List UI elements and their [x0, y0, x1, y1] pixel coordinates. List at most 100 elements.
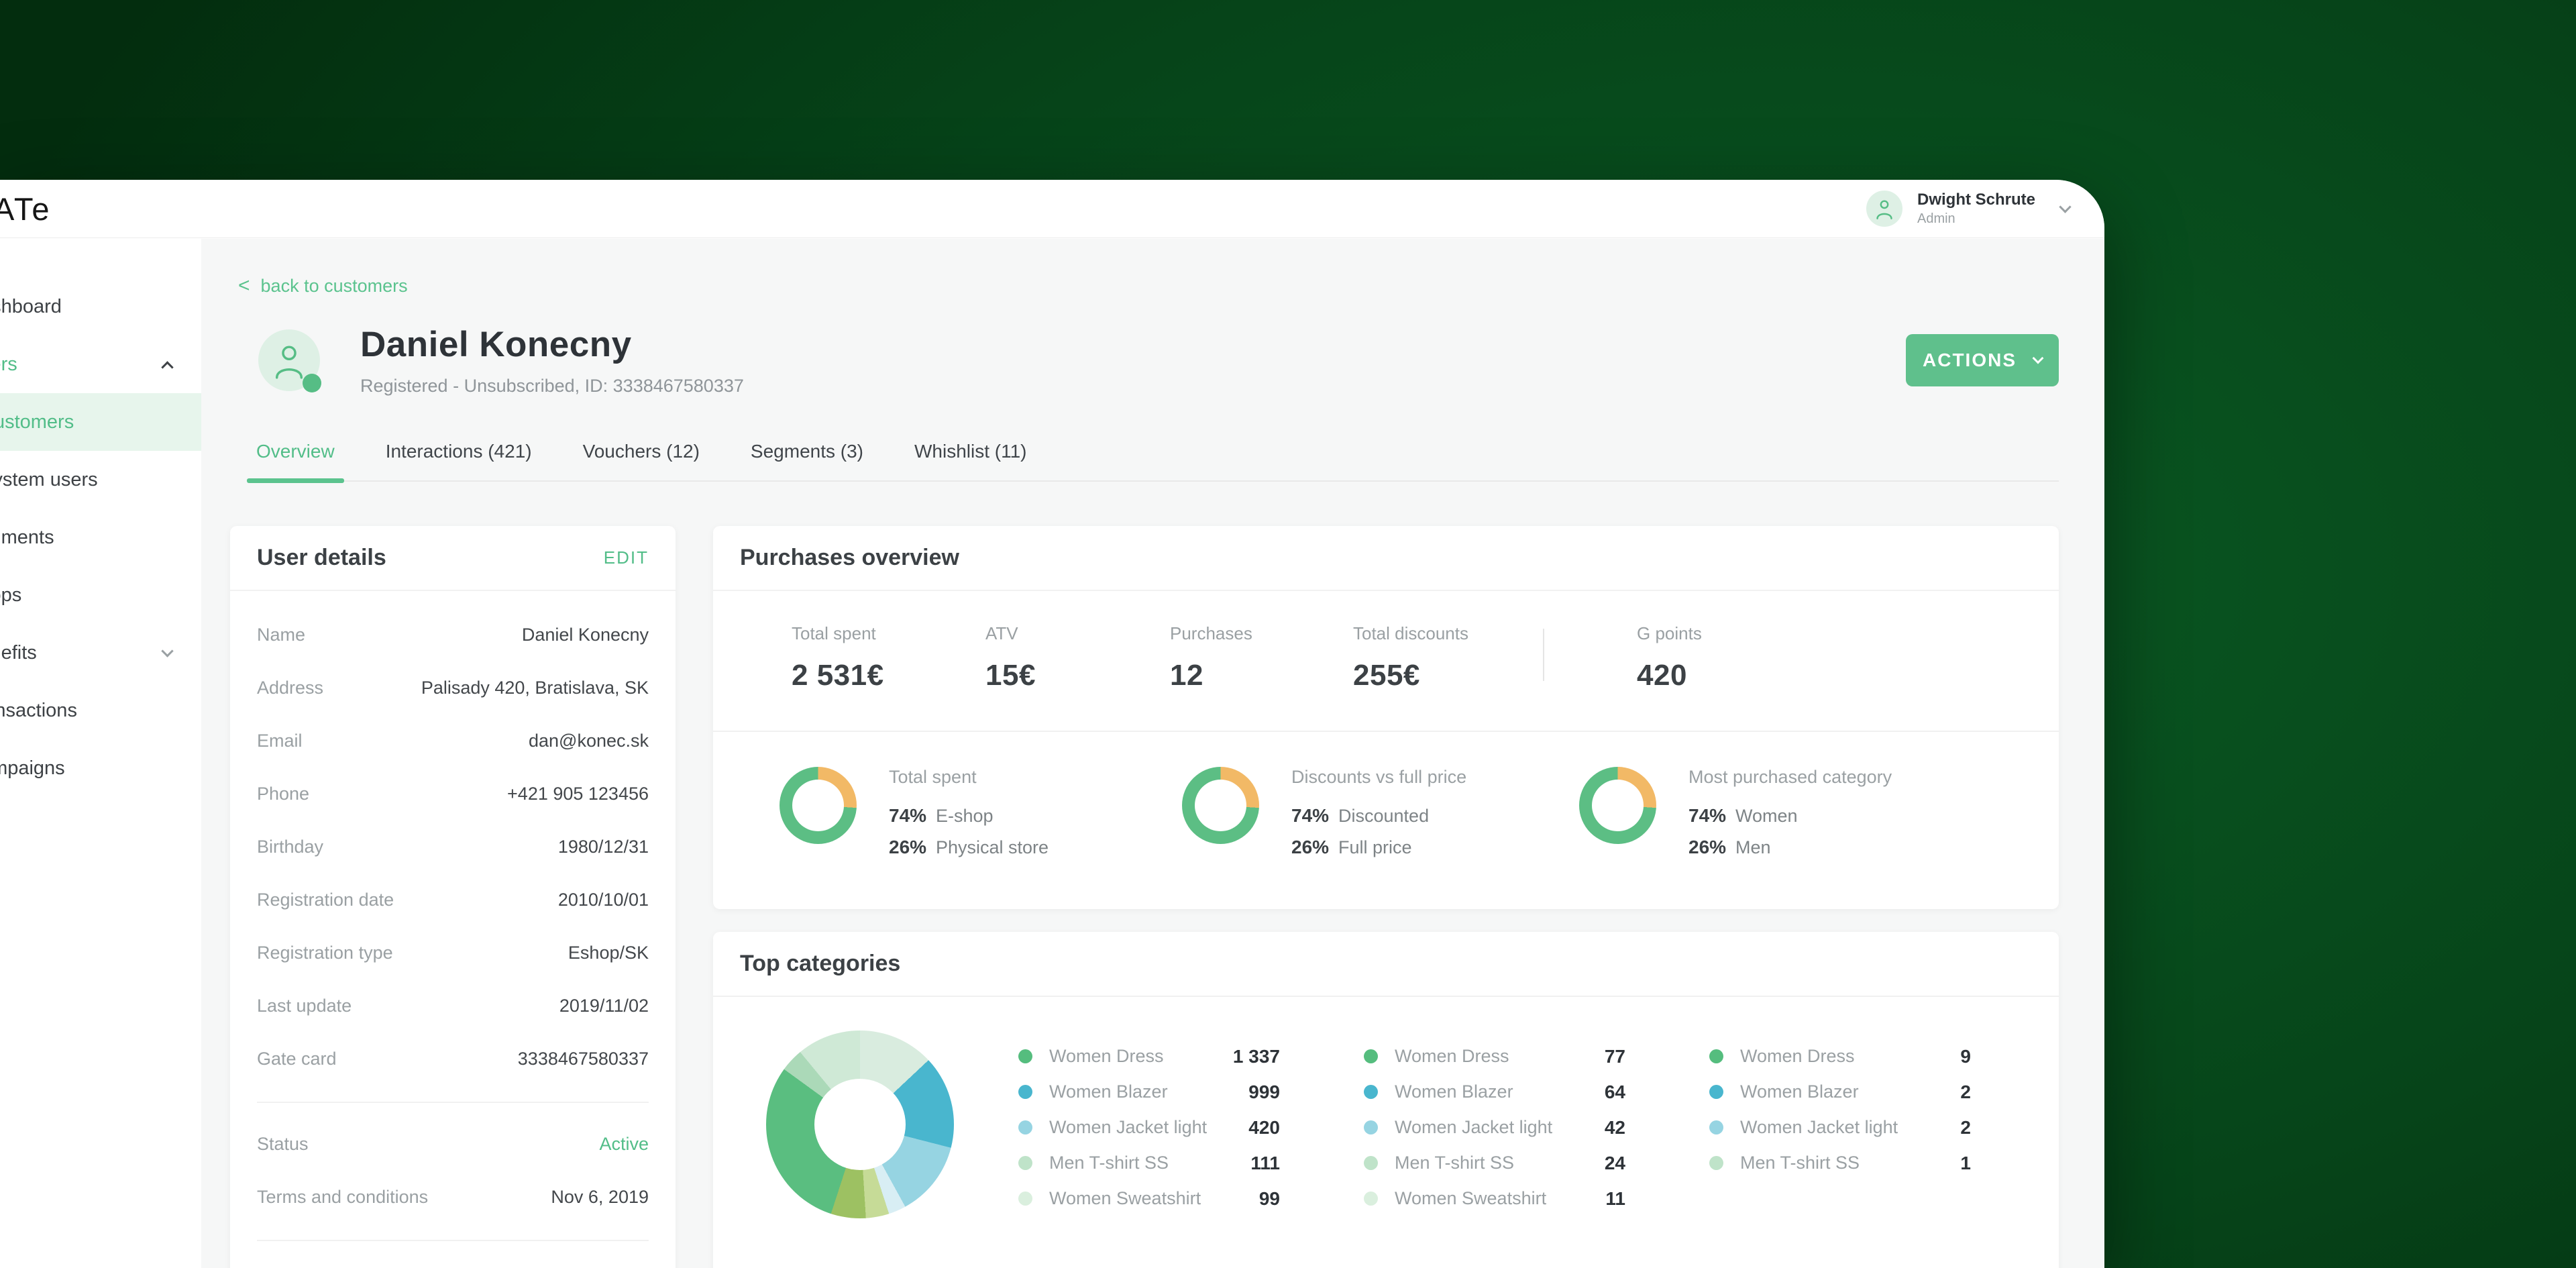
detail-row: Gate card 3338467580337 [257, 1049, 649, 1069]
tab-interactions[interactable]: Interactions (421) [385, 441, 532, 462]
chevron-up-icon [161, 360, 174, 374]
top-categories-legend-col-2: Women Dress 77 Women Blazer 64 Women Jacke… [1364, 1039, 1625, 1216]
legend-dot [1364, 1049, 1378, 1063]
legend-dot [1364, 1120, 1378, 1134]
tab-overview[interactable]: Overview [247, 441, 344, 483]
sidebar-item-benefits[interactable]: Benefits [0, 624, 201, 682]
tab-whishlist[interactable]: Whishlist (11) [914, 441, 1027, 462]
sidebar-item-segments[interactable]: Segments [0, 526, 54, 548]
purchase-stats: Total spent 2 531€ ATV 15€ Purchases 12 [713, 623, 2059, 731]
detail-row: Registration date 2010/10/01 [257, 890, 649, 910]
legend-row: Women Sweatshirt 11 [1364, 1181, 1625, 1216]
divider [1543, 629, 1544, 681]
detail-row: Birthday 1980/12/31 [257, 837, 649, 857]
sidebar-item-dashboard[interactable]: Dashboard [0, 295, 62, 317]
legend-category: Most purchased category 74% Women 26% Men [1688, 767, 1892, 857]
avatar [1866, 191, 1902, 227]
legend-dot [1018, 1192, 1032, 1206]
customer-header: Daniel Konecny Registered - Unsubscribed… [230, 324, 2059, 397]
sidebar-item-users[interactable]: Users [0, 335, 201, 393]
sidebar-item-shops[interactable]: Shops [0, 584, 22, 606]
sidebar-item-system-users[interactable]: System users [0, 468, 98, 490]
legend-dot [1364, 1156, 1378, 1170]
main-content: < back to customers Dan [201, 239, 2104, 1268]
stat-atv: ATV 15€ [985, 623, 1036, 692]
stat-total-discounts: Total discounts 255€ [1353, 623, 1468, 692]
card-title: User details [257, 545, 386, 570]
legend-discounts: Discounts vs full price 74% Discounted 26… [1291, 767, 1467, 857]
chevron-down-icon [2032, 352, 2044, 364]
person-icon [1874, 198, 1894, 219]
tabs: Overview Interactions (421) Vouchers (12… [247, 441, 2059, 483]
legend-row: Women Blazer 2 [1709, 1074, 1971, 1110]
divider [257, 1240, 649, 1241]
stat-g-points: G points 420 [1637, 623, 1702, 692]
detail-row: Registration type Eshop/SK [257, 943, 649, 963]
legend-total-spent: Total spent 74% E-shop 26% Physical store [889, 767, 1049, 857]
sidebar-item-transactions[interactable]: Transactions [0, 699, 77, 721]
chevron-down-icon [2059, 200, 2072, 213]
legend-row: Women Blazer 999 [1018, 1074, 1280, 1110]
detail-row: Terms and conditions Nov 6, 2019 [257, 1187, 649, 1207]
donut-chart-total-spent [780, 767, 857, 844]
legend-row: Women Dress 1 337 [1018, 1039, 1280, 1074]
donut-chart-top-categories [766, 1031, 954, 1218]
sidebar-item-campaigns[interactable]: Campaigns [0, 757, 65, 779]
user-menu[interactable]: Dwight Schrute Admin [1866, 180, 2072, 237]
legend-dot [1018, 1156, 1032, 1170]
detail-row: Address Palisady 420, Bratislava, SK [257, 678, 649, 698]
status-badge: Active [599, 1134, 649, 1154]
legend-row: Men T-shirt SS 24 [1364, 1145, 1625, 1181]
actions-button[interactable]: ACTIONS [1906, 334, 2059, 386]
legend-dot [1018, 1120, 1032, 1134]
top-categories-legend-col-3: Women Dress 9 Women Blazer 2 Women Jacket … [1709, 1039, 1971, 1181]
legend-row: Women Jacket light 2 [1709, 1110, 1971, 1145]
legend-dot [1709, 1049, 1723, 1063]
top-categories-legend-col-1: Women Dress 1 337 Women Blazer 999 Women J… [1018, 1039, 1280, 1216]
top-categories-card: Top categories Women Dress 1 337 Women Bl… [713, 932, 2059, 1268]
stat-purchases: Purchases 12 [1170, 623, 1252, 692]
legend-dot [1364, 1192, 1378, 1206]
legend-row: Men T-shirt SS 1 [1709, 1145, 1971, 1181]
legend-row: Women Jacket light 42 [1364, 1110, 1625, 1145]
back-chevron-icon: < [238, 274, 250, 297]
legend-dot [1709, 1085, 1723, 1099]
user-role: Admin [1917, 211, 1955, 226]
app-window: ATe Dwight Schrute Admin [0, 180, 2104, 1268]
chevron-down-icon [161, 644, 174, 657]
detail-row: Email dan@konec.sk [257, 731, 649, 751]
legend-dot [1709, 1156, 1723, 1170]
detail-row: Phone +421 905 123456 [257, 784, 649, 804]
legend-row: Women Dress 77 [1364, 1039, 1625, 1074]
topbar: ATe Dwight Schrute Admin [0, 180, 2104, 238]
detail-row-status: Status Active [257, 1134, 649, 1154]
tab-segments[interactable]: Segments (3) [750, 441, 863, 462]
donut-chart-discounts [1182, 767, 1259, 844]
legend-row: Women Jacket light 420 [1018, 1110, 1280, 1145]
detail-row: Name Daniel Konecny [257, 625, 649, 645]
legend-dot [1709, 1120, 1723, 1134]
page-title: Daniel Konecny [360, 325, 632, 364]
donut-chart-category [1579, 767, 1656, 844]
edit-button[interactable]: EDIT [603, 547, 649, 568]
user-details-card: User details EDIT Name Daniel Konecny Add… [230, 526, 676, 1268]
person-icon [272, 341, 307, 379]
tab-vouchers[interactable]: Vouchers (12) [582, 441, 700, 462]
sidebar-item-customers[interactable]: Customers [0, 393, 201, 451]
card-title: Purchases overview [740, 545, 959, 570]
purchases-overview-card: Purchases overview Total spent 2 531€ AT… [713, 526, 2059, 909]
app-logo: ATe [0, 191, 52, 227]
legend-row: Women Dress 9 [1709, 1039, 1971, 1074]
divider [257, 1102, 649, 1103]
sidebar: Dashboard Users Customers System users S… [0, 239, 201, 1268]
stat-total-spent: Total spent 2 531€ [792, 623, 884, 692]
customer-avatar [258, 329, 321, 392]
legend-dot [1018, 1049, 1032, 1063]
legend-row: Women Blazer 64 [1364, 1074, 1625, 1110]
card-title: Top categories [740, 951, 901, 976]
legend-dot [1364, 1085, 1378, 1099]
user-name: Dwight Schrute [1917, 191, 2035, 209]
back-to-customers-link[interactable]: < back to customers [238, 274, 408, 297]
detail-row: Last update 2019/11/02 [257, 996, 649, 1016]
